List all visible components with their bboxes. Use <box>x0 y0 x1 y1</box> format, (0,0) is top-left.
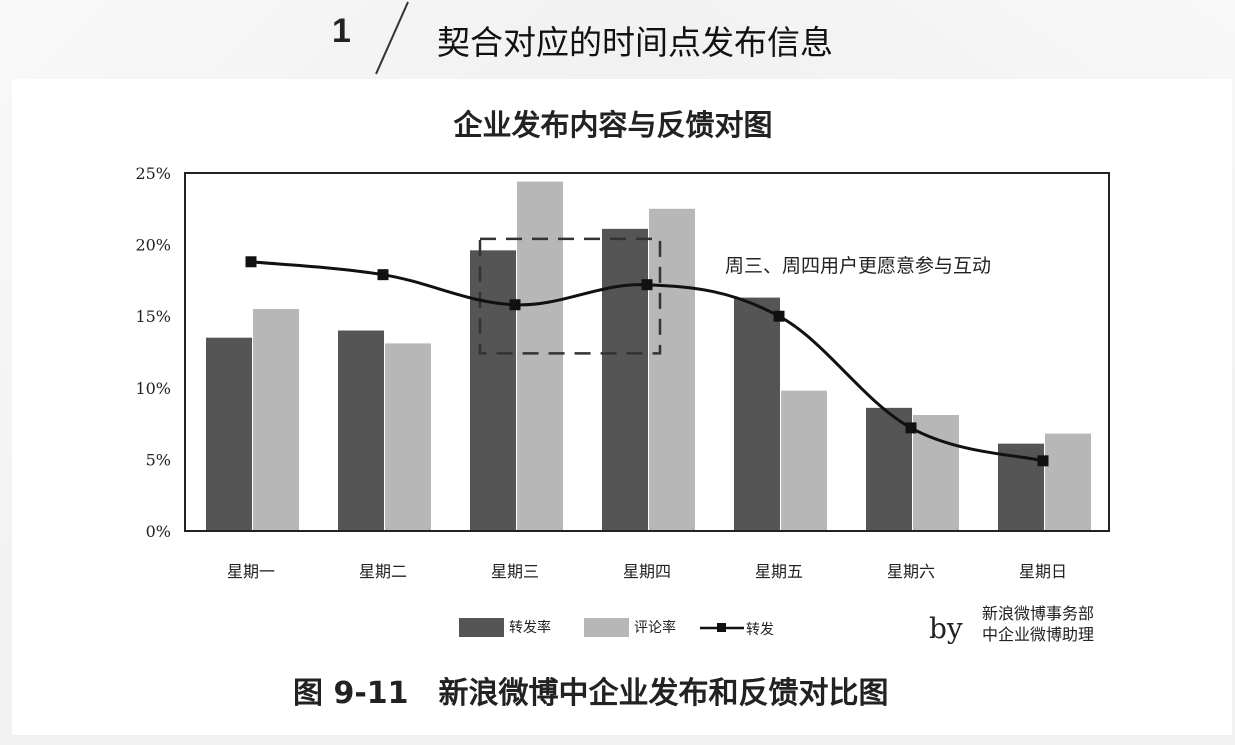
credit-line-2: 中企业微博助理 <box>982 625 1094 644</box>
repost-series-markers <box>245 256 1049 467</box>
legend-label-comment-rate: 评论率 <box>634 619 676 636</box>
line-point-marker <box>641 279 653 291</box>
bar-comment-rate <box>253 309 299 531</box>
header-slash-divider <box>375 1 409 75</box>
figure-panel: 企业发布内容与反馈对图 0% 5% 10% 15% 20% 25% 星期一 星期二 星期三 星期… <box>12 79 1232 735</box>
chart: 企业发布内容与反馈对图 0%5%10%15%20%25% 星期一 星期二 星期三 星期… <box>135 108 1110 711</box>
bar-comment-rate <box>781 390 827 531</box>
x-tick-label: 星期六 <box>887 562 935 581</box>
bar-repost-rate <box>470 250 516 531</box>
legend-swatch-comment-rate <box>584 618 629 637</box>
bar-comment-rate <box>517 181 563 531</box>
credit-line-1: 新浪微博事务部 <box>982 604 1094 623</box>
y-tick-label: 0% <box>146 522 171 541</box>
y-axis-ticks: 0% 5% 10% 15% 20% 25% <box>135 164 171 541</box>
bar-comment-rate <box>385 343 431 531</box>
x-tick-label: 星期四 <box>623 562 671 581</box>
figure-caption: 图 9-11 新浪微博中企业发布和反馈对比图 <box>293 676 889 711</box>
line-point-marker <box>1037 455 1049 467</box>
x-tick-label: 星期五 <box>755 562 803 581</box>
bar-repost-rate <box>602 228 648 531</box>
credit-by: by <box>929 612 963 645</box>
section-title: 契合对应的时间点发布信息 <box>437 23 833 62</box>
chart-title: 企业发布内容与反馈对图 <box>453 108 772 142</box>
bar-repost-rate <box>734 297 780 531</box>
y-tick-label: 5% <box>146 450 171 469</box>
y-tick-label: 20% <box>135 236 171 255</box>
bar-repost-rate <box>338 330 384 531</box>
y-tick-label: 25% <box>135 164 171 183</box>
line-point-marker <box>377 269 389 281</box>
line-point-marker <box>773 310 785 322</box>
line-point-marker <box>905 422 917 434</box>
annotation-dashed-box <box>478 237 662 355</box>
bars <box>206 181 1091 532</box>
legend-label-repost: 转发 <box>746 622 774 638</box>
section-number: 1 <box>332 12 351 50</box>
bar-repost-rate <box>206 337 252 531</box>
plot-frame <box>184 172 1110 532</box>
x-tick-label: 星期二 <box>359 562 407 581</box>
legend-label-repost-rate: 转发率 <box>509 619 551 636</box>
x-tick-label: 星期三 <box>491 562 539 581</box>
x-axis-labels: 星期一 星期二 星期三 星期四 星期五 星期六 星期日 <box>227 562 1067 581</box>
bar-comment-rate <box>649 208 695 532</box>
legend-marker-repost <box>717 623 726 632</box>
bar-comment-rate <box>1045 433 1091 531</box>
legend: 转发率 评论率 转发 <box>459 618 774 638</box>
x-tick-label: 星期日 <box>1019 562 1067 581</box>
x-tick-label: 星期一 <box>227 562 275 581</box>
legend-swatch-repost-rate <box>459 618 504 637</box>
y-tick-label: 10% <box>135 379 171 398</box>
bar-repost-rate <box>866 407 912 531</box>
y-tick-label: 15% <box>135 307 171 326</box>
line-point-marker <box>245 256 257 268</box>
annotation-text: 周三、周四用户更愿意参与互动 <box>725 255 991 277</box>
line-point-marker <box>509 299 521 311</box>
